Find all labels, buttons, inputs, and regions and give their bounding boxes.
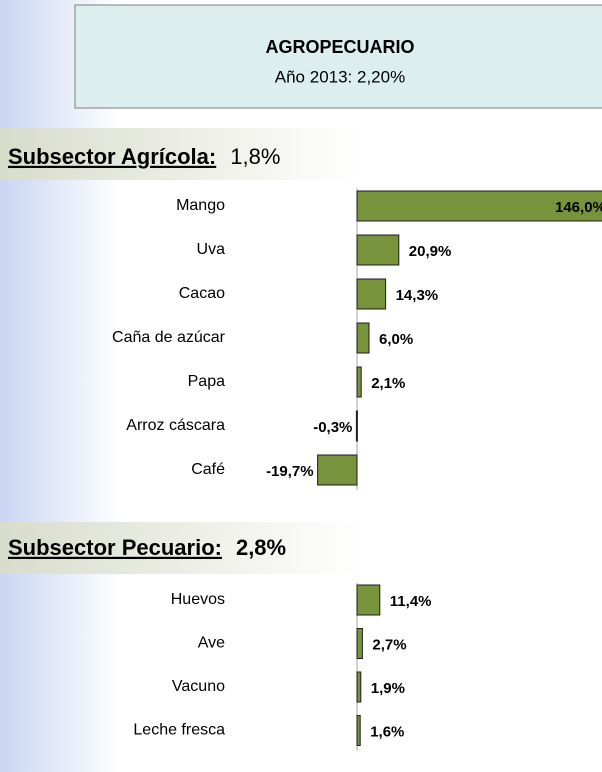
bar [356, 234, 400, 266]
bar [356, 278, 387, 310]
value-label: 14,3% [396, 287, 439, 304]
value-label: 146,0% [555, 199, 602, 216]
value-label: -19,7% [266, 463, 314, 480]
section-band [0, 522, 602, 574]
section-title: Subsector Agrícola: [8, 144, 216, 169]
category-label: Uva [197, 241, 226, 258]
bar [356, 366, 362, 398]
value-label: 1,9% [371, 680, 405, 697]
value-label: 2,1% [371, 375, 405, 392]
category-label: Leche fresca [133, 722, 225, 739]
value-label: 20,9% [409, 243, 452, 260]
bar [356, 671, 362, 703]
bar [317, 454, 358, 486]
bar [355, 410, 358, 442]
category-label: Vacuno [172, 678, 225, 695]
section-title: Subsector Pecuario: [8, 535, 222, 560]
bar [356, 584, 381, 616]
category-label: Huevos [171, 591, 225, 608]
category-label: Ave [198, 635, 225, 652]
bar [356, 190, 602, 222]
value-label: 2,7% [372, 636, 406, 653]
bar [356, 715, 361, 746]
value-label: 6,0% [379, 331, 413, 348]
bar [356, 628, 363, 659]
header-title: AGROPECUARIO [265, 37, 414, 57]
section-value: 1,8% [230, 144, 280, 169]
category-label: Café [191, 461, 225, 478]
bar [356, 322, 370, 354]
category-label: Mango [176, 197, 225, 214]
value-label: 1,6% [370, 723, 404, 740]
category-label: Caña de azúcar [112, 329, 226, 346]
header-box [74, 4, 602, 109]
section-value: 2,8% [236, 535, 286, 560]
section-band [0, 128, 602, 180]
value-label: 11,4% [390, 593, 432, 610]
category-label: Papa [188, 373, 225, 390]
header-subtitle: Año 2013: 2,20% [275, 67, 405, 86]
category-label: Cacao [179, 285, 225, 302]
category-label: Arroz cáscara [126, 417, 225, 434]
value-label: -0,3% [313, 419, 352, 436]
